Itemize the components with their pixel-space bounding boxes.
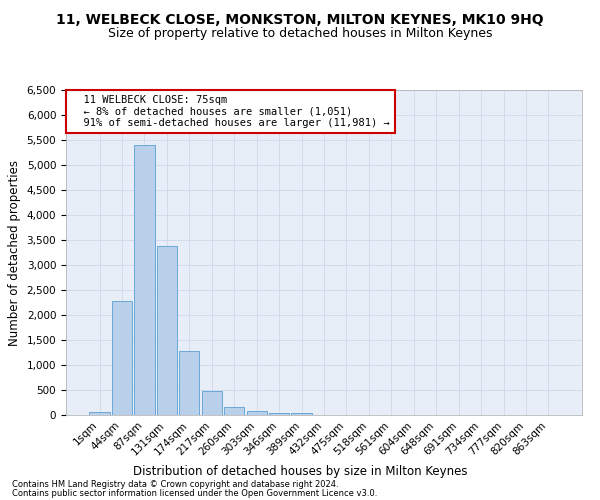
- Text: 11, WELBECK CLOSE, MONKSTON, MILTON KEYNES, MK10 9HQ: 11, WELBECK CLOSE, MONKSTON, MILTON KEYN…: [56, 12, 544, 26]
- Bar: [179, 351, 199, 415]
- Y-axis label: Number of detached properties: Number of detached properties: [8, 160, 21, 346]
- Bar: [247, 411, 267, 415]
- Text: 11 WELBECK CLOSE: 75sqm
  ← 8% of detached houses are smaller (1,051)
  91% of s: 11 WELBECK CLOSE: 75sqm ← 8% of detached…: [71, 95, 390, 128]
- Bar: [134, 145, 155, 415]
- Bar: [292, 413, 311, 415]
- Bar: [89, 412, 110, 415]
- Bar: [112, 301, 132, 415]
- Bar: [269, 412, 289, 415]
- Text: Contains HM Land Registry data © Crown copyright and database right 2024.: Contains HM Land Registry data © Crown c…: [12, 480, 338, 489]
- Bar: [157, 246, 177, 415]
- Text: Size of property relative to detached houses in Milton Keynes: Size of property relative to detached ho…: [108, 28, 492, 40]
- Text: Distribution of detached houses by size in Milton Keynes: Distribution of detached houses by size …: [133, 464, 467, 477]
- Bar: [202, 391, 222, 415]
- Text: Contains public sector information licensed under the Open Government Licence v3: Contains public sector information licen…: [12, 488, 377, 498]
- Bar: [224, 407, 244, 415]
